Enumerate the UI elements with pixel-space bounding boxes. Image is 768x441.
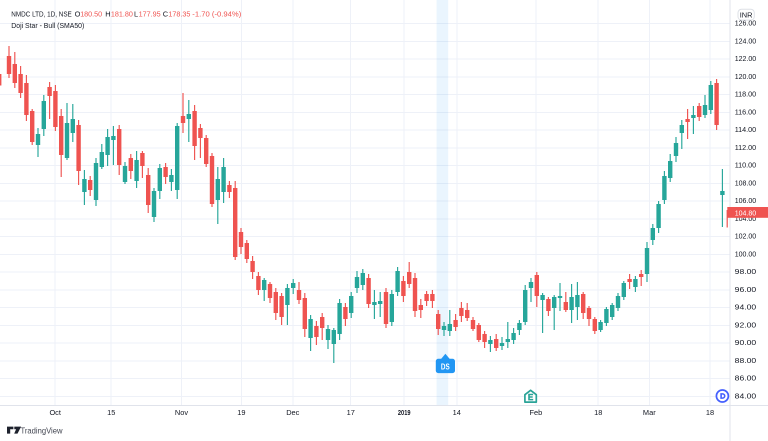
svg-text:180.50: 180.50 <box>80 10 102 19</box>
svg-text:84.00: 84.00 <box>735 392 757 401</box>
svg-text:104.00: 104.00 <box>735 214 757 223</box>
svg-text:18: 18 <box>706 408 714 417</box>
svg-text:112.00: 112.00 <box>735 143 757 152</box>
svg-text:Doji Star - Bull (SMA50): Doji Star - Bull (SMA50) <box>11 21 84 30</box>
svg-text:98.00: 98.00 <box>735 267 757 276</box>
svg-text:108.00: 108.00 <box>735 178 757 187</box>
svg-text:100.00: 100.00 <box>735 249 757 258</box>
svg-text:96.00: 96.00 <box>735 285 757 294</box>
svg-text:86.00: 86.00 <box>735 374 757 383</box>
svg-text:2019: 2019 <box>398 408 411 417</box>
svg-text:Oct: Oct <box>49 408 61 417</box>
svg-text:177.95: 177.95 <box>139 10 161 19</box>
svg-text:L: L <box>134 10 138 19</box>
svg-text:15: 15 <box>107 408 115 417</box>
svg-text:O: O <box>75 10 81 19</box>
svg-text:104.80: 104.80 <box>735 208 757 217</box>
svg-text:94.00: 94.00 <box>735 303 757 312</box>
svg-text:H: H <box>105 10 110 19</box>
svg-text:17: 17 <box>347 408 355 417</box>
svg-text:178.35: 178.35 <box>168 10 190 19</box>
svg-text:102.00: 102.00 <box>735 232 757 241</box>
svg-text:-1.70 (-0.94%): -1.70 (-0.94%) <box>192 10 241 19</box>
svg-text:88.00: 88.00 <box>735 356 757 365</box>
svg-text:Nov: Nov <box>175 408 188 417</box>
svg-text:19: 19 <box>237 408 245 417</box>
svg-text:124.00: 124.00 <box>735 36 757 45</box>
svg-text:18: 18 <box>594 408 602 417</box>
svg-text:Mar: Mar <box>643 408 656 417</box>
svg-text:NMDC LTD, 1D, NSE: NMDC LTD, 1D, NSE <box>11 10 72 19</box>
svg-text:90.00: 90.00 <box>735 338 757 347</box>
svg-text:110.00: 110.00 <box>735 161 757 170</box>
svg-text:INR: INR <box>740 10 753 19</box>
svg-text:106.00: 106.00 <box>735 196 757 205</box>
svg-text:14: 14 <box>453 408 461 417</box>
svg-text:181.80: 181.80 <box>111 10 133 19</box>
svg-text:92.00: 92.00 <box>735 320 757 329</box>
svg-text:116.00: 116.00 <box>735 107 757 116</box>
svg-text:TradingView: TradingView <box>21 425 64 435</box>
svg-text:118.00: 118.00 <box>735 90 757 99</box>
svg-text:Feb: Feb <box>530 408 543 417</box>
svg-text:C: C <box>163 10 169 19</box>
svg-text:Dec: Dec <box>286 408 299 417</box>
svg-text:126.00: 126.00 <box>735 19 757 28</box>
svg-text:122.00: 122.00 <box>735 54 757 63</box>
svg-text:114.00: 114.00 <box>735 125 757 134</box>
svg-text:120.00: 120.00 <box>735 72 757 81</box>
svg-text:DS: DS <box>441 362 450 371</box>
